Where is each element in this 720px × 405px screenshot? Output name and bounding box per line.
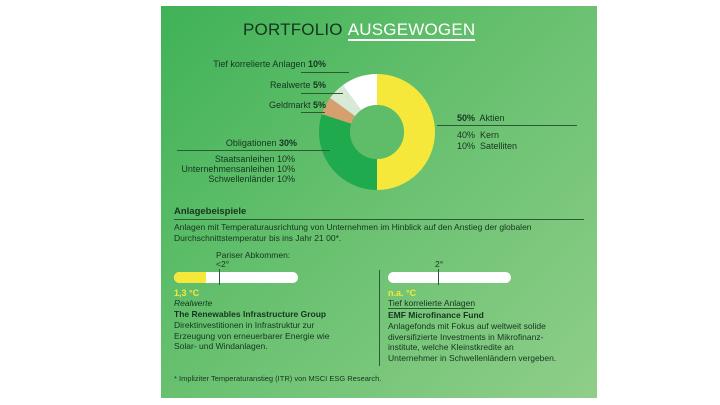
leader-line (301, 72, 349, 73)
donut-hole (350, 105, 404, 159)
paris-marker (219, 269, 220, 285)
column-divider (379, 270, 380, 366)
section-description: Anlagen mit Temperaturausrichtung von Un… (174, 222, 532, 243)
page-title: PORTFOLIO AUSGEWOGEN (243, 20, 476, 41)
infographic-panel: PORTFOLIO AUSGEWOGEN Tief korrelierte Anl… (161, 6, 597, 398)
donut-slice-obligationen (319, 114, 377, 190)
label-obligationen: Obligationen 30% (225, 138, 297, 148)
sub-schwellenlaender: Schwellenländer 10% (208, 174, 295, 184)
label-realwerte: Realwerte 5% (269, 80, 326, 90)
title-part1: PORTFOLIO (243, 20, 343, 39)
category-right: Tief korrelierte Anlagen (388, 298, 476, 308)
sub-staatsanleihen: Staatsanleihen 10% (214, 154, 295, 164)
fund-name-left: The Renewables Infrastructure Group (174, 309, 327, 319)
temperature-bar-right (388, 272, 511, 283)
donut-slice-tief-korrelierte-anlagen (342, 74, 377, 111)
title-accent: AUSGEWOGEN (347, 20, 476, 41)
temperature-fill-left (174, 272, 207, 283)
temperature-bar-left (174, 272, 298, 283)
section-divider (174, 219, 584, 220)
label-aktien: 50% Aktien (457, 113, 505, 123)
donut-chart (319, 74, 435, 190)
category-underline (388, 308, 474, 309)
temperature-right: n.a. °C (388, 288, 417, 298)
leader-line (301, 112, 325, 113)
sub-unternehmensanleihen: Unternehmensanleihen 10% (181, 164, 295, 174)
label-geldmarkt: Geldmarkt 5% (268, 100, 326, 110)
leader-line (177, 150, 330, 151)
leader-line (301, 93, 343, 94)
category-left: Realwerte (174, 298, 213, 308)
fund-text-left: Direktinvestitionen in Infrastruktur zur… (174, 320, 330, 351)
fund-text-right: Anlagefonds mit Fokus auf weltweit solid… (388, 321, 557, 363)
sub-kern: 40% Kern (457, 130, 500, 140)
section-heading: Anlagebeispiele (174, 206, 247, 217)
donut-slice-aktien (377, 74, 435, 190)
temperature-left: 1,3 °C (174, 288, 200, 298)
fund-name-right: EMF Microfinance Fund (388, 310, 484, 320)
leader-line (437, 125, 577, 126)
scale-marker-right (438, 269, 439, 285)
paris-value: <2° (216, 259, 230, 269)
donut-slice-realwerte (330, 85, 362, 117)
sub-satelliten: 10% Satelliten (457, 141, 518, 151)
paris-label: Pariser Abkommen: (216, 250, 291, 260)
donut-slice-geldmarkt (321, 97, 356, 124)
label-tief-korrelierte: Tief korrelierte Anlagen 10% (213, 59, 326, 69)
scale-label-right: 2° (435, 259, 444, 269)
footnote: * Impliziter Temperaturanstieg (ITR) von… (174, 374, 382, 383)
